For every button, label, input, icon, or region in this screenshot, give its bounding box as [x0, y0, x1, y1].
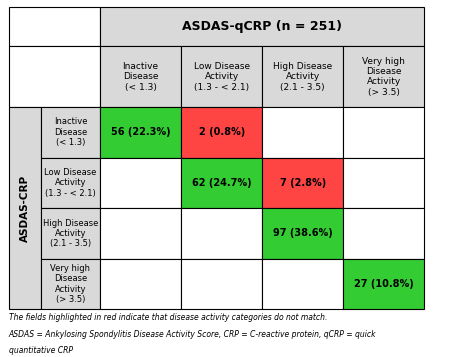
- Text: Low Disease
Activity
(1.3 - < 2.1): Low Disease Activity (1.3 - < 2.1): [44, 168, 96, 198]
- FancyBboxPatch shape: [344, 46, 425, 107]
- FancyBboxPatch shape: [262, 107, 344, 158]
- Text: ASDAS-qCRP (n = 251): ASDAS-qCRP (n = 251): [182, 20, 342, 33]
- FancyBboxPatch shape: [262, 158, 344, 208]
- Text: Very high
Disease
Activity
(> 3.5): Very high Disease Activity (> 3.5): [51, 264, 91, 304]
- FancyBboxPatch shape: [100, 7, 425, 46]
- FancyBboxPatch shape: [262, 259, 344, 309]
- FancyBboxPatch shape: [344, 158, 425, 208]
- FancyBboxPatch shape: [181, 107, 262, 158]
- Text: Very high
Disease
Activity
(> 3.5): Very high Disease Activity (> 3.5): [363, 57, 405, 97]
- FancyBboxPatch shape: [9, 46, 100, 107]
- FancyBboxPatch shape: [181, 259, 262, 309]
- Text: 27 (10.8%): 27 (10.8%): [354, 279, 414, 289]
- FancyBboxPatch shape: [262, 208, 344, 259]
- FancyBboxPatch shape: [262, 46, 344, 107]
- FancyBboxPatch shape: [344, 208, 425, 259]
- Text: Low Disease
Activity
(1.3 - < 2.1): Low Disease Activity (1.3 - < 2.1): [194, 62, 250, 92]
- Text: Inactive
Disease
(< 1.3): Inactive Disease (< 1.3): [122, 62, 159, 92]
- FancyBboxPatch shape: [181, 158, 262, 208]
- FancyBboxPatch shape: [40, 107, 100, 158]
- Text: 62 (24.7%): 62 (24.7%): [192, 178, 252, 188]
- FancyBboxPatch shape: [181, 46, 262, 107]
- FancyBboxPatch shape: [344, 107, 425, 158]
- FancyBboxPatch shape: [100, 158, 181, 208]
- FancyBboxPatch shape: [40, 158, 100, 208]
- FancyBboxPatch shape: [9, 107, 40, 309]
- FancyBboxPatch shape: [344, 259, 425, 309]
- FancyBboxPatch shape: [9, 7, 100, 46]
- Text: ASDAS-CRP: ASDAS-CRP: [20, 175, 30, 242]
- FancyBboxPatch shape: [100, 259, 181, 309]
- FancyBboxPatch shape: [100, 208, 181, 259]
- Text: High Disease
Activity
(2.1 - 3.5): High Disease Activity (2.1 - 3.5): [273, 62, 333, 92]
- FancyBboxPatch shape: [181, 208, 262, 259]
- Text: High Disease
Activity
(2.1 - 3.5): High Disease Activity (2.1 - 3.5): [43, 218, 98, 248]
- Text: The fields highlighted in red indicate that disease activity categories do not m: The fields highlighted in red indicate t…: [9, 313, 327, 322]
- Text: ASDAS = Ankylosing Spondylitis Disease Activity Score, CRP = C-reactive protein,: ASDAS = Ankylosing Spondylitis Disease A…: [9, 330, 376, 338]
- FancyBboxPatch shape: [40, 208, 100, 259]
- FancyBboxPatch shape: [100, 46, 181, 107]
- Text: 2 (0.8%): 2 (0.8%): [199, 127, 245, 137]
- FancyBboxPatch shape: [40, 259, 100, 309]
- FancyBboxPatch shape: [100, 107, 181, 158]
- Text: Inactive
Disease
(< 1.3): Inactive Disease (< 1.3): [54, 117, 87, 147]
- Text: 97 (38.6%): 97 (38.6%): [273, 228, 333, 238]
- Text: 56 (22.3%): 56 (22.3%): [111, 127, 171, 137]
- Text: quantitative CRP: quantitative CRP: [9, 346, 73, 355]
- Text: 7 (2.8%): 7 (2.8%): [280, 178, 326, 188]
